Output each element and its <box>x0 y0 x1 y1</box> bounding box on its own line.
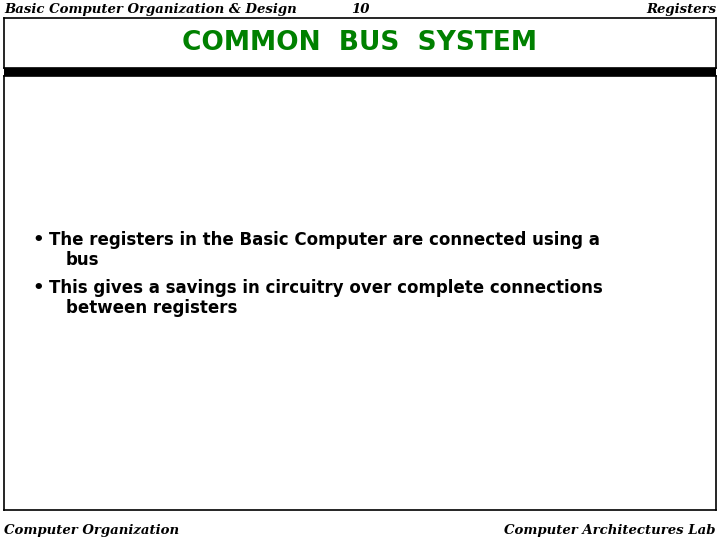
Text: The registers in the Basic Computer are connected using a: The registers in the Basic Computer are … <box>49 231 600 249</box>
Text: bus: bus <box>66 251 99 269</box>
Text: Registers: Registers <box>646 3 716 16</box>
Text: This gives a savings in circuitry over complete connections: This gives a savings in circuitry over c… <box>49 279 603 297</box>
Text: COMMON  BUS  SYSTEM: COMMON BUS SYSTEM <box>182 30 538 56</box>
Text: between registers: between registers <box>66 299 238 317</box>
Text: 10: 10 <box>351 3 369 16</box>
Text: Computer Architectures Lab: Computer Architectures Lab <box>505 524 716 537</box>
Text: Basic Computer Organization & Design: Basic Computer Organization & Design <box>4 3 297 16</box>
Text: •: • <box>32 279 44 297</box>
Text: Computer Organization: Computer Organization <box>4 524 179 537</box>
Text: •: • <box>32 231 44 249</box>
